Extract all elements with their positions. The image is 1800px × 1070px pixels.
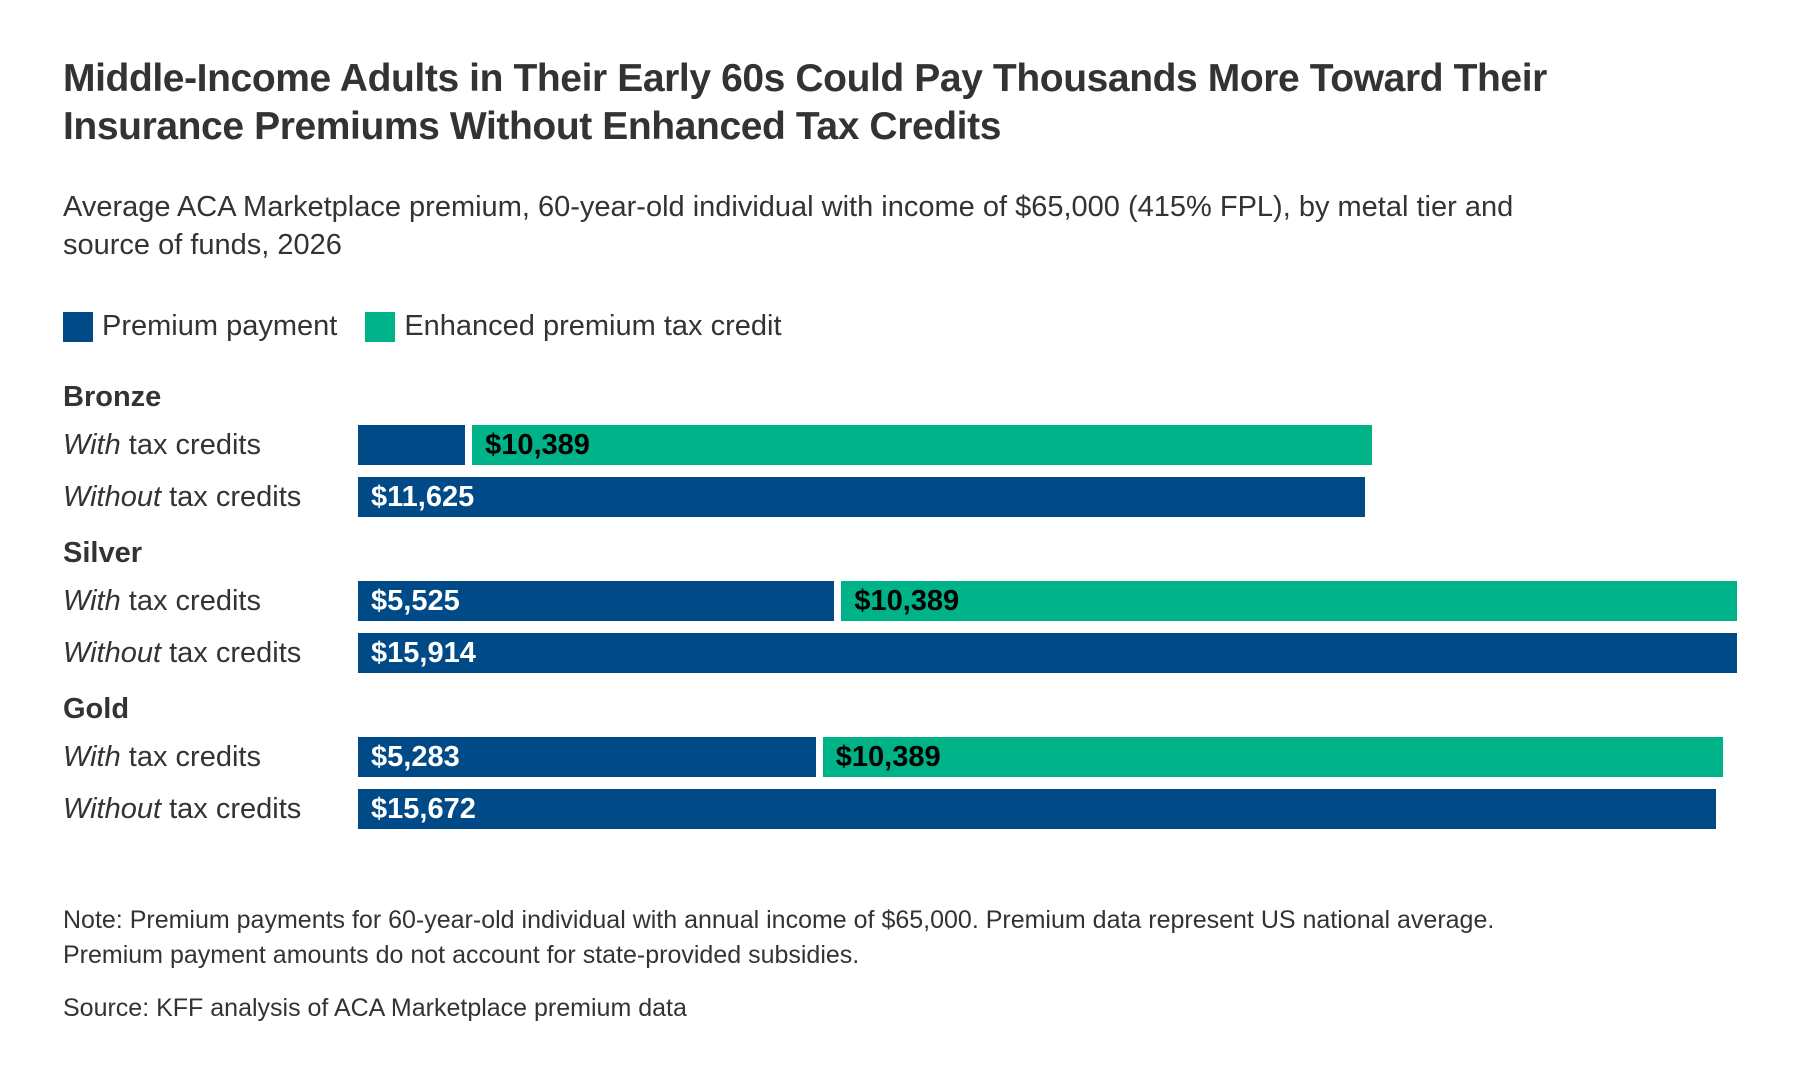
- row-label: Without tax credits: [63, 789, 358, 829]
- legend-item: Premium payment: [63, 310, 337, 343]
- legend-item: Enhanced premium tax credit: [365, 310, 782, 343]
- bar-chart: Bronze With tax credits $10,389 Without tax…: [63, 381, 1737, 830]
- row-label-emphasis: Without: [63, 637, 162, 670]
- row-label-emphasis: With: [63, 585, 121, 618]
- row-label: With tax credits: [63, 581, 358, 621]
- row-label-emphasis: With: [63, 741, 121, 774]
- chart-title-line2: Insurance Premiums Without Enhanced Tax …: [63, 105, 1001, 149]
- bar-value-label: $15,672: [371, 792, 476, 825]
- bar-value-label: $10,389: [835, 740, 941, 773]
- row-label-rest: tax credits: [120, 429, 261, 462]
- source-text: Source: KFF analysis of ACA Marketplace …: [63, 994, 687, 1023]
- row-label: With tax credits: [63, 425, 358, 465]
- bar-segment-tax-credit: $10,389: [822, 737, 1724, 778]
- row-label-emphasis: Without: [63, 793, 162, 826]
- row-label: With tax credits: [63, 737, 358, 777]
- row-label-rest: tax credits: [120, 585, 261, 618]
- tier-header-gold: Gold: [63, 693, 130, 726]
- row-label: Without tax credits: [63, 477, 358, 517]
- bar-value-label: $11,625: [371, 480, 475, 513]
- legend-label: Premium payment: [102, 310, 338, 343]
- bar-segment-premium-payment: $15,914: [358, 633, 1737, 674]
- bar-segment-premium-payment: $15,672: [358, 789, 1717, 830]
- row-label-rest: tax credits: [161, 481, 302, 514]
- bar-track: $15,672: [358, 789, 1737, 830]
- bar-segment-premium-payment: $11,625: [358, 477, 1366, 518]
- bar-segment-tax-credit: $10,389: [472, 425, 1373, 466]
- bar-value-label: $15,914: [371, 636, 476, 669]
- bar-segment-premium-payment: [358, 425, 466, 466]
- bar-track: $10,389: [358, 425, 1737, 466]
- chart-title-line1: Middle-Income Adults in Their Early 60s …: [63, 57, 1547, 100]
- bar-value-label: $10,389: [485, 428, 590, 461]
- note-line1: Note: Premium payments for 60-year-old i…: [63, 906, 1495, 935]
- bar-value-label: $10,389: [854, 584, 960, 617]
- chart-subtitle-line1: Average ACA Marketplace premium, 60-year…: [63, 190, 1514, 223]
- chart-row: With tax credits $5,525 $10,389: [63, 581, 1737, 622]
- bar-track: $5,283 $10,389: [358, 737, 1737, 778]
- row-label: Without tax credits: [63, 633, 358, 673]
- row-label-emphasis: With: [63, 429, 121, 462]
- row-label-emphasis: Without: [63, 481, 162, 514]
- chart-row: Without tax credits $15,672: [63, 789, 1737, 830]
- tier-header-bronze: Bronze: [63, 381, 162, 414]
- chart-row: With tax credits $5,283 $10,389: [63, 737, 1737, 778]
- bar-segment-premium-payment: $5,525: [358, 581, 835, 622]
- legend-swatch-icon: [63, 311, 93, 342]
- bar-value-label: $5,283: [371, 740, 460, 773]
- tier-header-silver: Silver: [63, 537, 142, 570]
- legend-label: Enhanced premium tax credit: [404, 310, 782, 343]
- row-label-rest: tax credits: [120, 741, 261, 774]
- note-line2: Premium payment amounts do not account f…: [63, 940, 860, 969]
- bar-segment-premium-payment: $5,283: [358, 737, 816, 778]
- note-text: Note: Premium payments for 60-year-old i…: [63, 903, 1737, 972]
- chart-subtitle-line2: source of funds, 2026: [63, 228, 342, 261]
- chart-row: Without tax credits $15,914: [63, 633, 1737, 674]
- chart-row: With tax credits $10,389: [63, 425, 1737, 466]
- bar-track: $5,525 $10,389: [358, 581, 1737, 622]
- bar-track: $15,914: [358, 633, 1737, 674]
- chart-title: Middle-Income Adults in Their Early 60s …: [63, 55, 1737, 152]
- legend: Premium payment Enhanced premium tax cred…: [63, 310, 1737, 343]
- chart-row: Without tax credits $11,625: [63, 477, 1737, 518]
- bar-track: $11,625: [358, 477, 1737, 518]
- row-label-rest: tax credits: [161, 637, 302, 670]
- row-label-rest: tax credits: [161, 793, 302, 826]
- bar-segment-tax-credit: $10,389: [841, 581, 1737, 622]
- chart-figure: Middle-Income Adults in Their Early 60s …: [63, 55, 1737, 1023]
- bar-value-label: $5,525: [371, 584, 460, 617]
- legend-swatch-icon: [365, 311, 396, 342]
- chart-subtitle: Average ACA Marketplace premium, 60-year…: [63, 188, 1737, 265]
